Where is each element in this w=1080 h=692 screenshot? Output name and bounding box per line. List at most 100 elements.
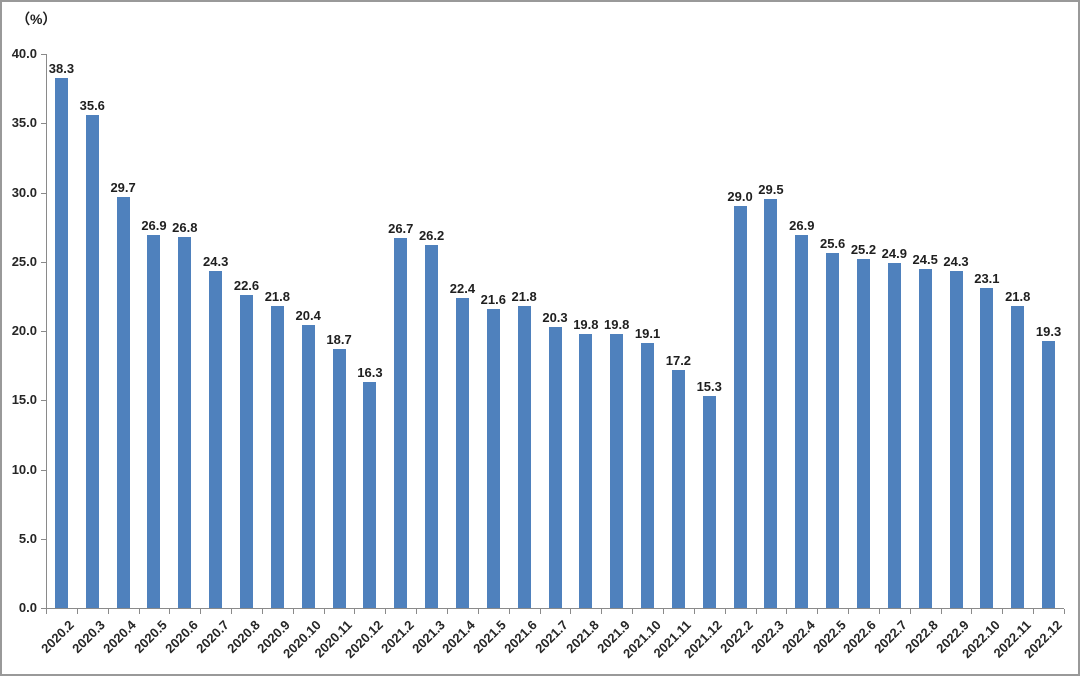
bar-2020.9 [270,306,284,608]
bar-2022.4 [795,235,809,608]
bar-value-label: 35.6 [79,97,105,113]
x-axis-tick [632,609,634,614]
bar-2021.7 [548,326,562,608]
bar-2022.10 [980,288,994,608]
x-axis-tick [107,609,109,614]
bar-2021.11 [671,369,685,608]
bar-2020.4 [116,196,130,608]
bar-2022.8 [918,268,932,608]
bar-2021.2 [394,238,408,608]
bar-value-label: 26.9 [141,218,167,234]
y-axis-unit-label: （%） [16,11,57,27]
bar-value-label: 21.8 [264,289,291,305]
bar-2022.2 [733,206,747,608]
bar-2022.9 [949,271,963,608]
bar-2020.3 [85,114,99,608]
bar-2022.11 [1011,306,1025,608]
bar-value-label: 21.8 [511,289,537,305]
x-axis-line [46,608,1064,609]
bar-2021.10 [641,343,655,608]
x-axis-tick [477,609,479,614]
x-axis-tick [786,609,788,614]
y-axis-tick [41,608,46,609]
bar-value-label: 17.2 [665,352,692,368]
bar-2022.7 [887,263,901,608]
bar-2021.8 [579,333,593,608]
y-axis-line [46,54,47,609]
bar-value-label: 25.2 [850,241,877,257]
bar-2021.9 [610,333,624,608]
x-axis-tick [508,609,510,614]
bar-value-label: 26.7 [388,221,414,237]
bar-value-label: 24.3 [943,254,969,270]
bar-value-label: 29.5 [758,182,784,198]
y-axis-tick-label: 0.0 [18,600,37,615]
bar-value-label: 24.9 [881,246,907,262]
x-axis-tick [1033,609,1035,614]
bar-value-label: 23.1 [974,271,1000,287]
x-axis-tick [539,609,541,614]
x-axis-tick [971,609,973,614]
y-axis-tick [41,54,46,55]
bar-2020.10 [301,325,315,608]
y-axis-tick [41,192,46,194]
bar-2020.6 [178,236,192,608]
x-axis-tick [909,609,911,614]
bar-value-label: 25.6 [819,236,846,252]
x-axis-tick [447,609,449,614]
bar-value-label: 38.3 [48,60,75,76]
bar-value-label: 19.1 [634,326,661,342]
y-axis-tick-label: 10.0 [11,461,37,477]
y-axis-tick-label: 5.0 [18,530,37,546]
y-axis-tick [41,123,46,125]
bar-value-label: 20.3 [542,309,568,325]
bar-chart: （%） 0.0 5.0 10.0 15.0 20.0 25.0 30.0 35.0 40.0 38… [0,0,1080,676]
y-axis-tick-label: 35.0 [11,115,37,131]
x-axis-tick [169,609,171,614]
bar-2021.6 [517,306,531,608]
bar-2020.11 [332,349,346,608]
y-axis-tick [41,331,46,332]
x-axis-tick [755,609,757,614]
y-axis-tick-label: 15.0 [11,392,37,408]
bar-2021.12 [702,396,716,608]
bar-value-label: 22.6 [233,277,260,293]
bar-2021.5 [486,308,500,608]
bar-2022.6 [856,258,870,608]
bar-value-label: 19.8 [604,316,630,332]
bar-value-label: 21.6 [480,291,506,307]
y-axis-tick-label: 30.0 [11,184,37,200]
bar-value-label: 26.2 [418,228,445,244]
bar-value-label: 24.3 [203,254,229,270]
x-axis-tick [848,609,850,614]
x-axis-tick [570,609,572,614]
bar-2020.5 [147,235,161,608]
plot-area: 0.0 5.0 10.0 15.0 20.0 25.0 30.0 35.0 40.0 38.3 20… [2,2,1078,674]
bar-2022.5 [826,253,840,608]
x-axis-tick [601,609,603,614]
x-axis-tick [693,609,695,614]
bar-value-label: 19.3 [1035,323,1062,339]
y-axis-tick-label: 25.0 [11,253,37,269]
bar-value-label: 24.5 [912,251,938,267]
bar-2022.3 [764,199,778,608]
y-axis-tick [41,400,46,402]
y-axis-tick-label: 20.0 [11,323,37,338]
x-axis-tick [385,609,387,614]
bar-value-label: 26.8 [172,219,198,235]
x-axis-tick [138,609,140,614]
bar-value-label: 15.3 [696,379,722,395]
x-axis-tick [817,609,819,614]
bar-2021.3 [425,245,439,608]
x-axis-tick [200,609,202,614]
bar-value-label: 29.0 [727,189,753,205]
bar-value-label: 20.4 [295,308,321,324]
y-axis-tick-label: 40.0 [11,46,37,61]
bar-value-label: 19.8 [573,316,599,332]
bar-2020.8 [240,294,253,608]
x-axis-tick [76,609,78,614]
x-axis-tick [1064,609,1065,614]
bar-value-label: 29.7 [110,179,136,195]
x-axis-tick [231,609,233,614]
x-axis-tick [1002,609,1004,614]
